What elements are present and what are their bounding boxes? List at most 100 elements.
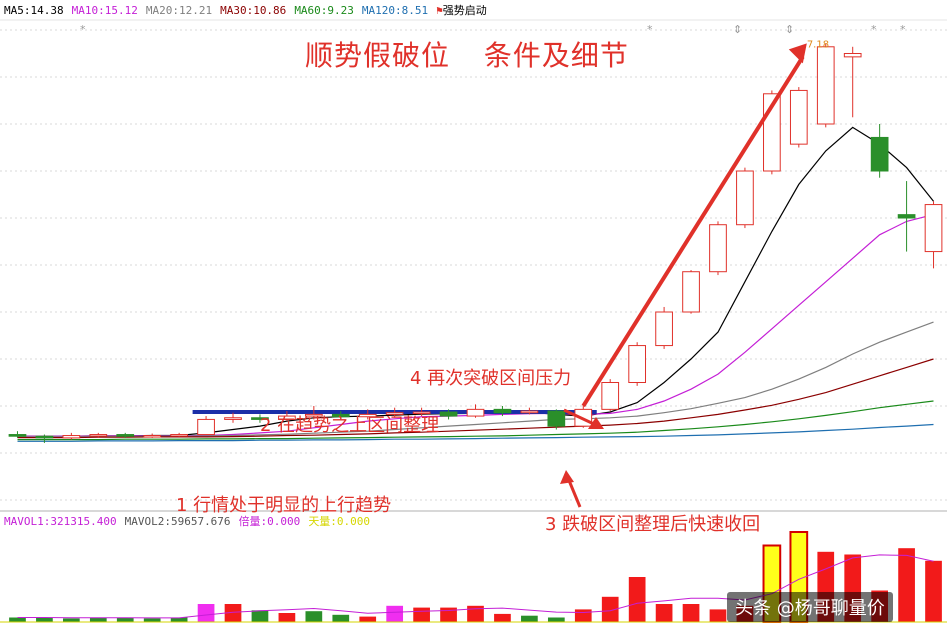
volume-bar [143, 618, 161, 622]
candle-up [197, 418, 215, 436]
candle-up [89, 434, 108, 437]
volume-bar [413, 607, 430, 622]
volume-bar [521, 615, 538, 622]
chart-title: 顺势假破位 条件及细节 [305, 34, 653, 74]
candle-up [655, 311, 673, 347]
ma20-readout: MA20:12.21 [145, 3, 213, 17]
ma-line-ma120 [17, 423, 934, 442]
flag-icon: ⚑ [436, 3, 443, 17]
volume-bar [36, 617, 53, 622]
volume-bar [305, 611, 323, 622]
candle-up [520, 410, 539, 414]
volume-bar [197, 604, 215, 622]
volume-bar [655, 604, 673, 622]
candle-up [601, 382, 620, 410]
volume-ma-line [17, 554, 934, 619]
candle-up [412, 411, 431, 415]
event-marker-icon: ⇕ [733, 23, 742, 36]
ma120-readout: MA120:8.51 [361, 3, 429, 17]
annotation-3: 3 跌破区间整理后快速收回 [545, 514, 761, 535]
event-marker-icon: * [871, 23, 877, 36]
volume-bar [601, 596, 619, 622]
candle-down [251, 417, 269, 420]
volume-bar [709, 609, 727, 622]
ma-line-ma20 [17, 321, 934, 438]
volume-bar [574, 609, 592, 622]
event-marker-icon: ⇕ [785, 23, 794, 36]
arrow-annotation-4 [563, 408, 597, 427]
arrowhead-annotation-4 [588, 417, 604, 429]
candle-down [116, 434, 135, 437]
candle-up [843, 53, 862, 58]
candle-up [924, 204, 943, 253]
title-part1: 顺势假破位 [305, 39, 451, 72]
volume-bar [682, 604, 700, 622]
candle-down [331, 413, 350, 418]
volume-bar [547, 617, 565, 622]
volume-bar [170, 617, 188, 622]
volume-bar [332, 614, 350, 622]
candle-up [628, 345, 647, 384]
ma-indicator-bar: MA5:14.38 MA10:15.12 MA20:12.21 MA30:10.… [0, 0, 947, 20]
mavol1-readout: MAVOL1:321315.400 [4, 514, 117, 528]
candle-up [385, 412, 404, 415]
ma60-readout: MA60:9.23 [294, 3, 354, 17]
arrow-annotation-3 [566, 477, 582, 508]
candle-down [35, 435, 54, 439]
candle-down [547, 410, 566, 427]
ma-line-ma10 [17, 214, 934, 437]
candle-up [358, 413, 377, 418]
event-marker-icon: * [80, 23, 86, 36]
volume-bar [9, 617, 26, 622]
candle-up [789, 89, 808, 145]
watermark: 头条 @杨哥聊量价 [727, 592, 893, 622]
candle-up [224, 417, 242, 420]
candle-up [304, 413, 323, 417]
volume-bar [494, 613, 511, 622]
annotation-1: 1 行情处于明显的上行趋势 [176, 495, 392, 516]
mavol2-readout: MAVOL2:59657.676 [124, 514, 231, 528]
candle-up [62, 435, 81, 439]
arrowhead-annotation-3 [560, 470, 574, 484]
trend-arrow-shaft [581, 55, 805, 408]
ma10-readout: MA10:15.12 [71, 3, 138, 17]
candle-up [682, 271, 700, 313]
candle-up [816, 46, 835, 125]
volume-bar [628, 577, 646, 622]
ma-line-ma60 [17, 400, 934, 441]
volume-bar [440, 607, 457, 622]
candle-up [170, 434, 188, 437]
candle-down [8, 434, 27, 437]
volume-bar [116, 617, 134, 622]
annotation-4: 4 再次突破区间压力 [410, 368, 572, 389]
candle-down [493, 408, 512, 414]
candle-down [439, 411, 458, 417]
volume-bar [467, 605, 484, 622]
peak-price-label: 7.18 [807, 39, 829, 50]
candle-up [466, 408, 485, 417]
trend-arrow-head [788, 43, 807, 64]
tian-readout: 天量:0.000 [308, 515, 371, 528]
candle-up [143, 435, 162, 438]
ma-line-ma30 [17, 358, 934, 439]
volume-bar [898, 548, 915, 622]
annotation-2: 2 在趋势之上区间整理 [260, 415, 440, 436]
volume-bar [278, 613, 296, 622]
bei-readout: 倍量:0.000 [238, 515, 301, 528]
volume-indicator-bar: MAVOL1:321315.400 MAVOL2:59657.676 倍量:0.… [0, 512, 947, 530]
candle-up [278, 415, 296, 420]
candle-down [897, 214, 916, 219]
signal-label: 强势启动 [442, 4, 487, 17]
event-marker-icon: * [647, 23, 653, 36]
volume-bar [63, 618, 80, 622]
ma5-readout: MA5:14.38 [4, 3, 64, 17]
candle-up [736, 170, 754, 226]
candle-down [870, 136, 889, 172]
volume-bar [224, 604, 242, 622]
volume-bar [925, 560, 942, 622]
title-part2: 条件及细节 [483, 39, 629, 72]
ma30-readout: MA30:10.86 [220, 3, 287, 17]
volume-bar [386, 605, 404, 622]
